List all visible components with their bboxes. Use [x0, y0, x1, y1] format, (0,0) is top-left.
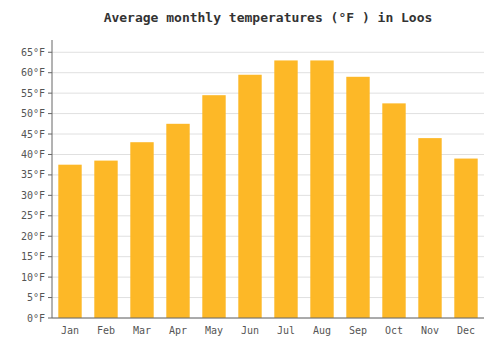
grid-line [52, 52, 484, 53]
y-tick [48, 195, 52, 196]
y-ticks: 0°F 5°F 10°F 15°F 20°F 25°F 30°F 35°F 40°F 45°F 50… [21, 47, 52, 324]
bars [58, 60, 477, 318]
x-tick-label: Aug [313, 325, 331, 336]
y-tick-label: 55°F [21, 88, 45, 99]
x-ticks: Jan Feb Mar Apr May Jun Jul Aug Sep Oct Nov Dec [61, 325, 475, 336]
y-tick-label: 50°F [21, 108, 45, 119]
chart-container: Average monthly temperatures (°F ) in Lo… [0, 0, 500, 350]
x-tick-label: Jun [241, 325, 259, 336]
x-tick-label: May [205, 325, 223, 336]
bar [382, 103, 405, 318]
grid-line [52, 93, 484, 94]
bar [238, 75, 261, 318]
y-tick-label: 40°F [21, 149, 45, 160]
y-tick [48, 174, 52, 175]
x-tick-label: Mar [133, 325, 151, 336]
y-tick-label: 30°F [21, 190, 45, 201]
grid-line [52, 113, 484, 114]
y-axis-line [52, 40, 53, 318]
chart-title: Average monthly temperatures (°F ) in Lo… [104, 10, 433, 25]
y-tick [48, 134, 52, 135]
bar [202, 95, 225, 318]
bar [94, 161, 117, 318]
y-tick [48, 72, 52, 73]
x-tick-label: Oct [385, 325, 403, 336]
y-tick-label: 35°F [21, 169, 45, 180]
y-tick [48, 154, 52, 155]
grid [52, 52, 484, 318]
bar [274, 60, 297, 318]
y-tick-label: 65°F [21, 47, 45, 58]
y-tick-label: 5°F [27, 292, 45, 303]
x-axis-line [52, 318, 484, 319]
bar [346, 77, 369, 318]
y-tick-label: 15°F [21, 251, 45, 262]
y-tick [48, 297, 52, 298]
x-tick-label: Apr [169, 325, 187, 336]
bar [130, 142, 153, 318]
x-tick-label: Jul [277, 325, 295, 336]
bar [310, 60, 333, 318]
y-tick-label: 0°F [27, 313, 45, 324]
y-tick [48, 52, 52, 53]
y-tick-label: 45°F [21, 129, 45, 140]
y-tick-label: 10°F [21, 272, 45, 283]
y-tick [48, 113, 52, 114]
y-tick-label: 25°F [21, 210, 45, 221]
grid-line [52, 72, 484, 73]
x-tick-label: Feb [97, 325, 115, 336]
grid-line [52, 134, 484, 135]
y-tick-label: 60°F [21, 67, 45, 78]
bar [166, 124, 189, 318]
y-tick [48, 236, 52, 237]
grid-line [52, 318, 484, 319]
y-tick [48, 215, 52, 216]
x-tick-label: Dec [457, 325, 475, 336]
y-tick [48, 277, 52, 278]
y-tick [48, 318, 52, 319]
x-tick-label: Jan [61, 325, 79, 336]
x-tick-label: Nov [421, 325, 439, 336]
bar [418, 138, 441, 318]
y-tick [48, 93, 52, 94]
y-tick [48, 256, 52, 257]
y-tick-label: 20°F [21, 231, 45, 242]
bar [454, 159, 477, 318]
x-tick-label: Sep [349, 325, 367, 336]
bar [58, 165, 81, 318]
chart: Average monthly temperatures (°F ) in Lo… [0, 0, 500, 350]
